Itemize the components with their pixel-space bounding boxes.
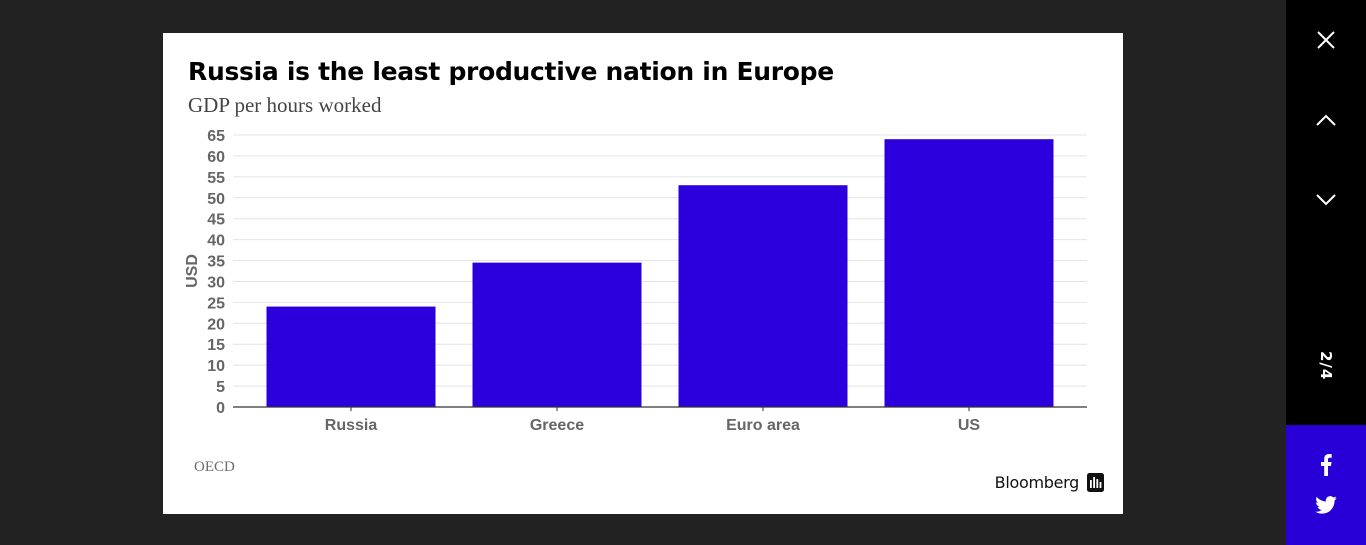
source-note: OECD [194,459,235,475]
previous-button[interactable] [1306,100,1346,140]
bar-greece [472,262,642,407]
x-tick-label: Euro area [726,417,800,434]
twitter-share-button[interactable] [1311,490,1341,520]
bloomberg-logo-icon [1087,473,1104,492]
chevron-down-icon [1316,194,1336,206]
facebook-share-button[interactable] [1311,450,1341,480]
close-icon [1317,31,1335,49]
y-tick-label: 35 [207,254,225,271]
chevron-up-icon [1316,114,1336,126]
next-button[interactable] [1306,180,1346,220]
y-tick-label: 55 [207,170,225,187]
slide-counter: 2/4 [1317,351,1335,381]
bar-euro-area [678,185,848,407]
gallery-sidebar: 2/4 [1286,0,1366,425]
twitter-icon [1315,496,1337,514]
brand-name: Bloomberg [994,473,1080,492]
chart-card: Russia is the least productive nation in… [163,33,1123,514]
x-axis-ticks: Russia Greece Euro area US [325,407,981,434]
y-tick-label: 0 [216,400,225,417]
brand-mark: Bloomberg [995,473,1104,492]
facebook-icon [1321,454,1332,476]
share-panel [1286,425,1366,545]
y-tick-label: 45 [207,212,225,229]
y-tick-label: 10 [207,358,225,375]
y-tick-label: 15 [207,337,225,354]
bar-us [884,139,1054,407]
y-axis-label: USD [184,254,201,288]
y-tick-label: 40 [207,233,225,250]
y-tick-label: 5 [216,379,225,396]
chart-title: Russia is the least productive nation in… [188,57,834,86]
y-tick-label: 65 [207,128,225,145]
y-tick-label: 60 [207,149,225,166]
x-tick-label: Russia [325,417,378,434]
bar-russia [266,306,436,407]
y-tick-label: 30 [207,274,225,291]
x-tick-label: Greece [530,417,584,434]
y-tick-label: 50 [207,191,225,208]
bars [266,139,1054,407]
bar-chart: 0 5 10 15 20 25 30 35 40 45 50 55 60 65 Russia Greece E… [184,128,1087,434]
y-axis-ticks: 0 5 10 15 20 25 30 35 40 45 50 55 60 65 [207,128,225,417]
y-tick-label: 25 [207,295,225,312]
x-tick-label: US [958,417,981,434]
close-button[interactable] [1306,20,1346,60]
y-tick-label: 20 [207,316,225,333]
chart-subtitle: GDP per hours worked [188,93,382,117]
